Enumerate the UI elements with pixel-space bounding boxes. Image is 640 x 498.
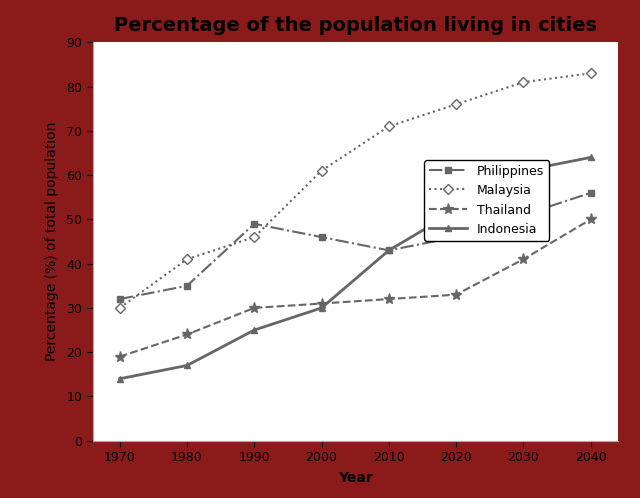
Thailand	[250, 305, 258, 311]
Malaysia	[452, 101, 460, 107]
Thailand	[452, 292, 460, 298]
Line: Philippines: Philippines	[116, 189, 594, 303]
Philippines	[385, 248, 393, 253]
Thailand	[317, 300, 325, 306]
Indonesia	[317, 305, 325, 311]
Line: Malaysia: Malaysia	[116, 70, 594, 311]
Philippines	[183, 283, 191, 289]
Legend: Philippines, Malaysia, Thailand, Indonesia: Philippines, Malaysia, Thailand, Indones…	[424, 160, 549, 241]
Indonesia	[183, 363, 191, 369]
Thailand	[587, 217, 595, 223]
Title: Percentage of the population living in cities: Percentage of the population living in c…	[114, 16, 596, 35]
Philippines	[116, 296, 124, 302]
Malaysia	[116, 305, 124, 311]
Philippines	[587, 190, 595, 196]
Indonesia	[587, 154, 595, 160]
Line: Indonesia: Indonesia	[116, 154, 594, 382]
Thailand	[520, 256, 527, 262]
Indonesia	[250, 327, 258, 333]
Indonesia	[452, 208, 460, 214]
Thailand	[116, 354, 124, 360]
Y-axis label: Percentage (%) of total population: Percentage (%) of total population	[45, 122, 60, 361]
Malaysia	[317, 168, 325, 174]
Philippines	[317, 234, 325, 240]
Indonesia	[116, 376, 124, 382]
Indonesia	[520, 168, 527, 174]
Line: Thailand: Thailand	[114, 214, 596, 362]
Malaysia	[385, 124, 393, 129]
Malaysia	[587, 70, 595, 76]
Indonesia	[385, 248, 393, 253]
X-axis label: Year: Year	[338, 471, 372, 485]
Philippines	[250, 221, 258, 227]
Thailand	[385, 296, 393, 302]
Malaysia	[520, 79, 527, 85]
Philippines	[520, 212, 527, 218]
Malaysia	[183, 256, 191, 262]
Philippines	[452, 234, 460, 240]
Thailand	[183, 332, 191, 338]
Malaysia	[250, 234, 258, 240]
